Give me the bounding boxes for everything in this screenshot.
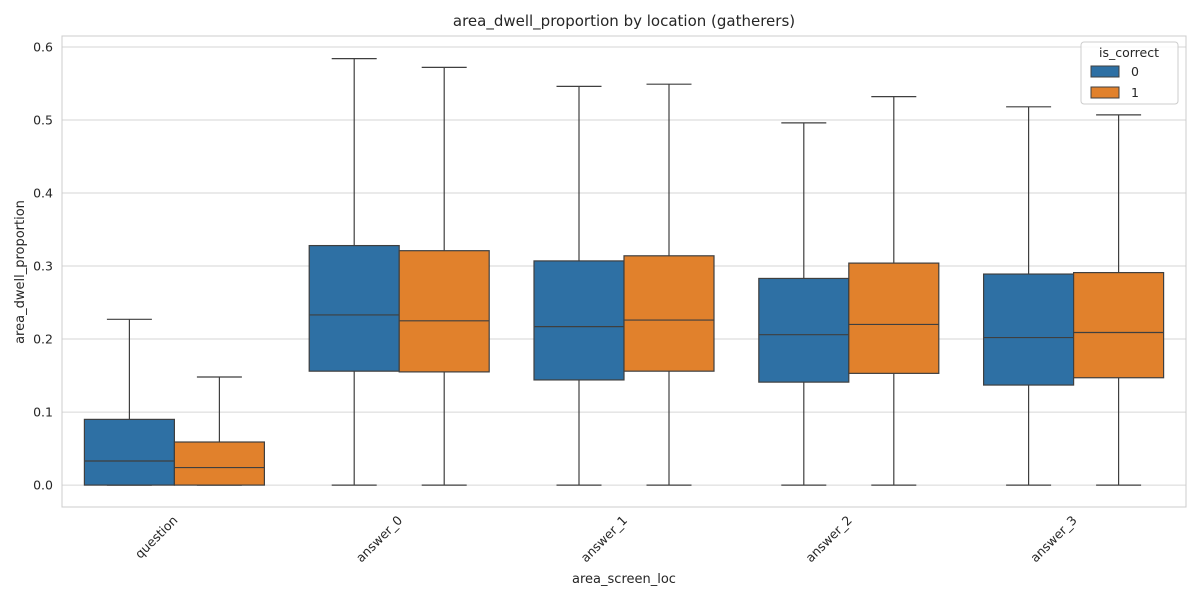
box-body bbox=[398, 250, 490, 373]
box-answer_3-series-1 bbox=[1072, 114, 1165, 486]
box-answer_0-series-0 bbox=[308, 58, 400, 486]
box-layer bbox=[83, 58, 1165, 486]
legend-label-0: 0 bbox=[1131, 64, 1139, 79]
box-answer_2-series-1 bbox=[848, 96, 940, 486]
box-body bbox=[83, 418, 176, 486]
box-body bbox=[758, 277, 850, 383]
chart-title: area_dwell_proportion by location (gathe… bbox=[453, 12, 795, 31]
legend-swatch-0 bbox=[1090, 65, 1120, 78]
box-question-series-0 bbox=[83, 318, 176, 486]
box-body bbox=[1072, 271, 1165, 379]
legend-title: is_correct bbox=[1099, 45, 1159, 60]
box-body bbox=[533, 260, 625, 381]
box-body bbox=[982, 273, 1075, 386]
box-answer_0-series-1 bbox=[398, 66, 490, 486]
box-answer_3-series-0 bbox=[982, 106, 1075, 486]
y-tick-label: 0.1 bbox=[33, 405, 53, 420]
legend-label-1: 1 bbox=[1131, 85, 1139, 100]
y-tick-label: 0.6 bbox=[33, 39, 53, 54]
y-tick-label: 0.4 bbox=[33, 186, 53, 201]
box-body bbox=[173, 441, 265, 486]
box-answer_1-series-0 bbox=[533, 85, 625, 486]
box-answer_2-series-0 bbox=[758, 122, 850, 486]
legend: is_correct 0 1 bbox=[1080, 41, 1179, 105]
box-body bbox=[308, 244, 400, 372]
plot-frame bbox=[61, 35, 1187, 508]
legend-swatch-1 bbox=[1090, 86, 1120, 99]
x-axis-label: area_screen_loc bbox=[572, 572, 676, 587]
y-tick-label: 0.0 bbox=[33, 478, 53, 493]
y-tick-label: 0.5 bbox=[33, 112, 53, 127]
y-tick-label: 0.3 bbox=[33, 259, 53, 274]
y-tick-label: 0.2 bbox=[33, 332, 53, 347]
y-axis-label: area_dwell_proportion bbox=[13, 200, 28, 344]
box-body bbox=[848, 262, 940, 374]
box-body bbox=[623, 255, 715, 372]
y-tick-layer: 0.0 0.1 0.2 0.3 0.4 0.5 0.6 bbox=[33, 39, 53, 492]
box-question-series-1 bbox=[173, 376, 265, 486]
box-answer_1-series-1 bbox=[623, 83, 715, 486]
